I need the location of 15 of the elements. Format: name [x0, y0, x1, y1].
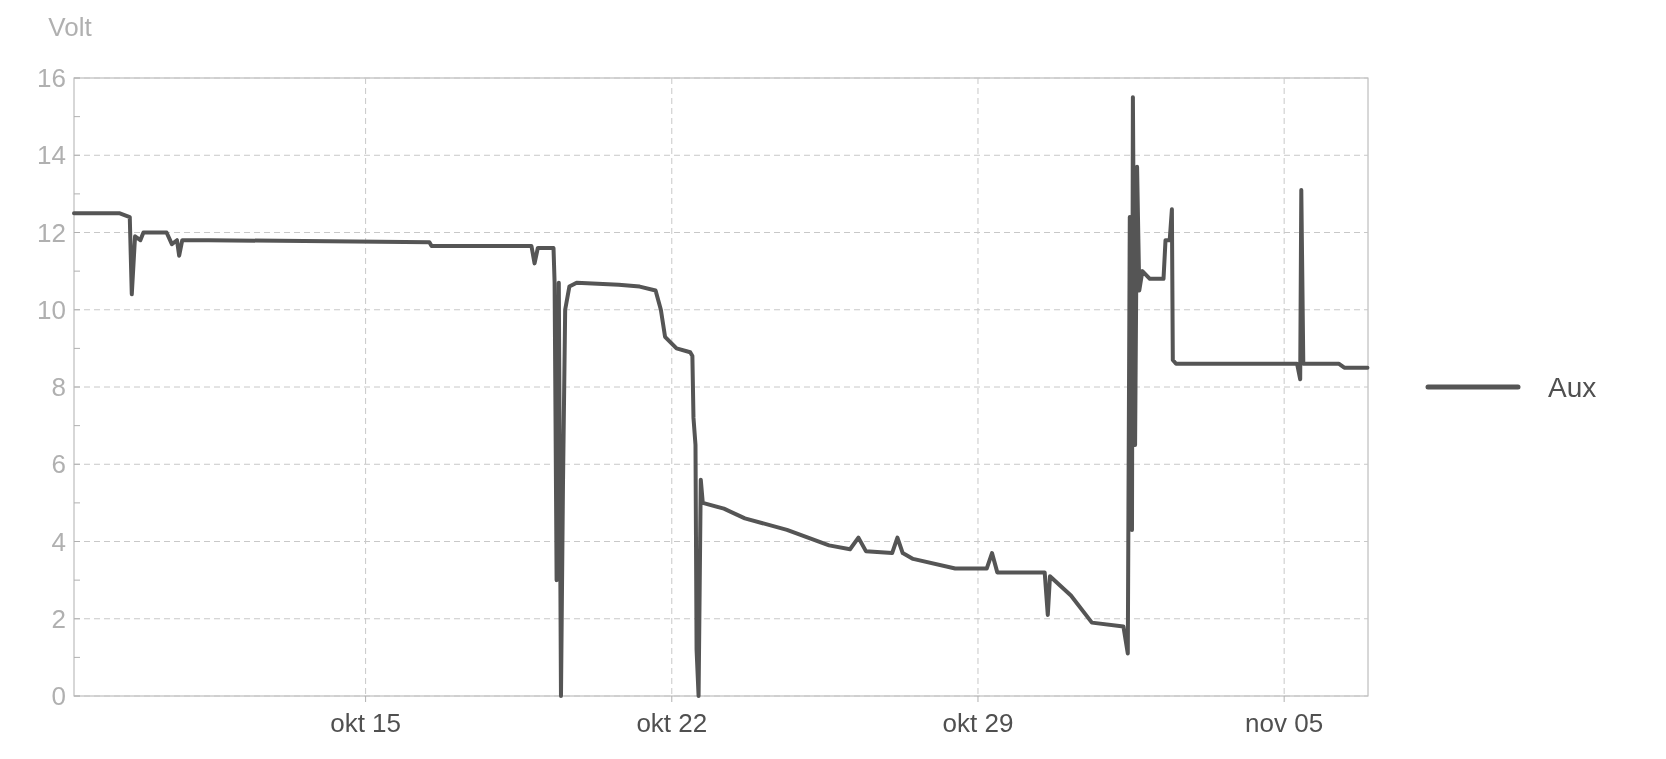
y-tick-label: 8: [51, 372, 66, 403]
y-tick-label: 0: [51, 681, 66, 712]
y-tick-label: 10: [37, 294, 66, 325]
x-tick-label: okt 29: [942, 708, 1014, 738]
y-tick-label: 6: [51, 449, 66, 480]
legend-label: Aux: [1548, 371, 1597, 403]
y-tick-label: 4: [51, 526, 66, 557]
y-tick-label: 12: [37, 217, 66, 248]
x-tick-label: okt 22: [636, 708, 708, 738]
x-tick-label: okt 15: [330, 708, 402, 738]
y-tick-label: 14: [37, 140, 66, 171]
y-tick-label: 16: [37, 63, 66, 94]
y-axis-title: Volt: [48, 12, 93, 42]
y-tick-label: 2: [51, 603, 66, 634]
x-tick-label: nov 05: [1245, 708, 1324, 738]
